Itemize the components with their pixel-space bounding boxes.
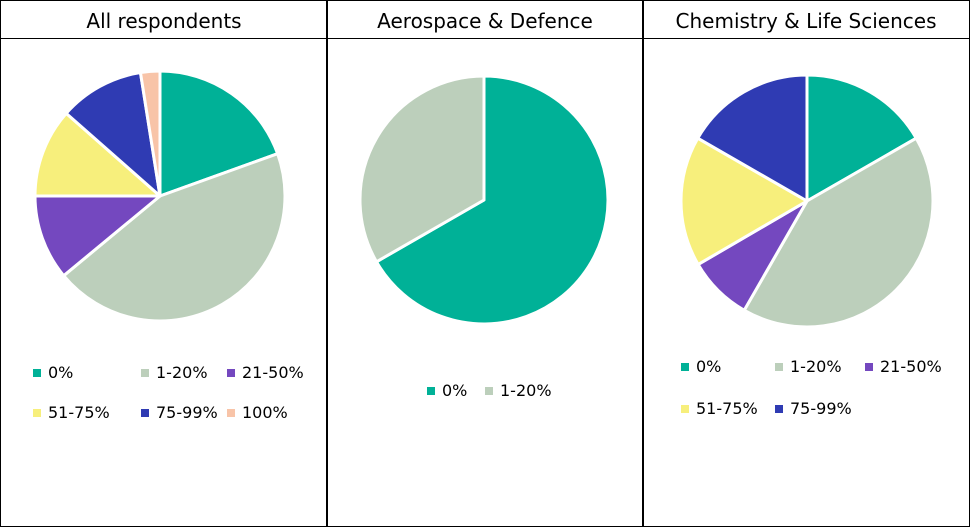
legend-swatch (141, 409, 149, 417)
legend-item-1-20pct: 1-20% (775, 357, 842, 376)
legend-item-51-75pct: 51-75% (33, 403, 110, 422)
pie-chart-all-respondents (33, 69, 287, 323)
legend-swatch (227, 409, 235, 417)
chart-title: Chemistry & Life Sciences (643, 1, 969, 39)
legend-label: 51-75% (696, 399, 758, 418)
legend-label: 75-99% (790, 399, 852, 418)
pie-chart-chemistry-life-sciences (679, 73, 935, 329)
legend-swatch (485, 387, 493, 395)
pie-slice-1-20pct (358, 74, 486, 264)
legend-swatch (681, 405, 689, 413)
pie-slice-1-20pct (62, 152, 287, 323)
legend-item-75-99pct: 75-99% (775, 399, 852, 418)
legend-item-21-50pct: 21-50% (865, 357, 942, 376)
legend-item-1-20pct: 1-20% (141, 363, 208, 382)
legend-item-51-75pct: 51-75% (681, 399, 758, 418)
legend-item-0pct: 0% (33, 363, 73, 382)
legend-swatch (865, 363, 873, 371)
pie-slice-21-50pct (33, 194, 162, 278)
panel-aerospace-defence: Aerospace & Defence 0% 1-20% (326, 0, 644, 527)
legend-label: 1-20% (156, 363, 208, 382)
legend-label: 1-20% (790, 357, 842, 376)
legend-swatch (427, 387, 435, 395)
legend-label: 1-20% (500, 381, 552, 400)
pie-slice-0pct (158, 69, 280, 198)
legend-label: 0% (442, 381, 468, 400)
legend-swatch (775, 363, 783, 371)
legend-label: 0% (48, 363, 74, 382)
legend-label: 51-75% (48, 403, 110, 422)
pie-slice-100pct (138, 69, 162, 198)
legend-swatch (227, 369, 235, 377)
legend-swatch (141, 369, 149, 377)
legend-label: 100% (242, 403, 288, 422)
legend-swatch (33, 409, 41, 417)
legend-label: 21-50% (242, 363, 304, 382)
panel-chemistry-life-sciences: Chemistry & Life Sciences 0% 1-20% 21-50% 5… (642, 0, 970, 527)
legend-item-100pct: 100% (227, 403, 288, 422)
pie-slice-75-99pct (64, 71, 162, 198)
legend-item-0pct: 0% (427, 381, 467, 400)
legend-swatch (33, 369, 41, 377)
legend-label: 75-99% (156, 403, 218, 422)
legend-label: 21-50% (880, 357, 942, 376)
legend-item-1-20pct: 1-20% (485, 381, 552, 400)
pie-chart-aerospace-defence (358, 74, 610, 326)
pie-slice-0pct (374, 74, 610, 326)
panel-all-respondents: All respondents 0% 1-20% 21-50% 51-75% 75-99… (0, 0, 328, 527)
legend-item-75-99pct: 75-99% (141, 403, 218, 422)
pie-slice-1-20pct (742, 136, 935, 329)
pie-slice-0pct (805, 73, 918, 203)
legend-item-0pct: 0% (681, 357, 721, 376)
chart-title: Aerospace & Defence (327, 1, 643, 39)
legend-swatch (775, 405, 783, 413)
legend-swatch (681, 363, 689, 371)
chart-title: All respondents (1, 1, 327, 39)
legend-label: 0% (696, 357, 722, 376)
pie-slice-51-75pct (33, 111, 162, 198)
legend-item-21-50pct: 21-50% (227, 363, 304, 382)
pie-slice-51-75pct (679, 136, 809, 266)
pie-slice-75-99pct (696, 73, 809, 203)
